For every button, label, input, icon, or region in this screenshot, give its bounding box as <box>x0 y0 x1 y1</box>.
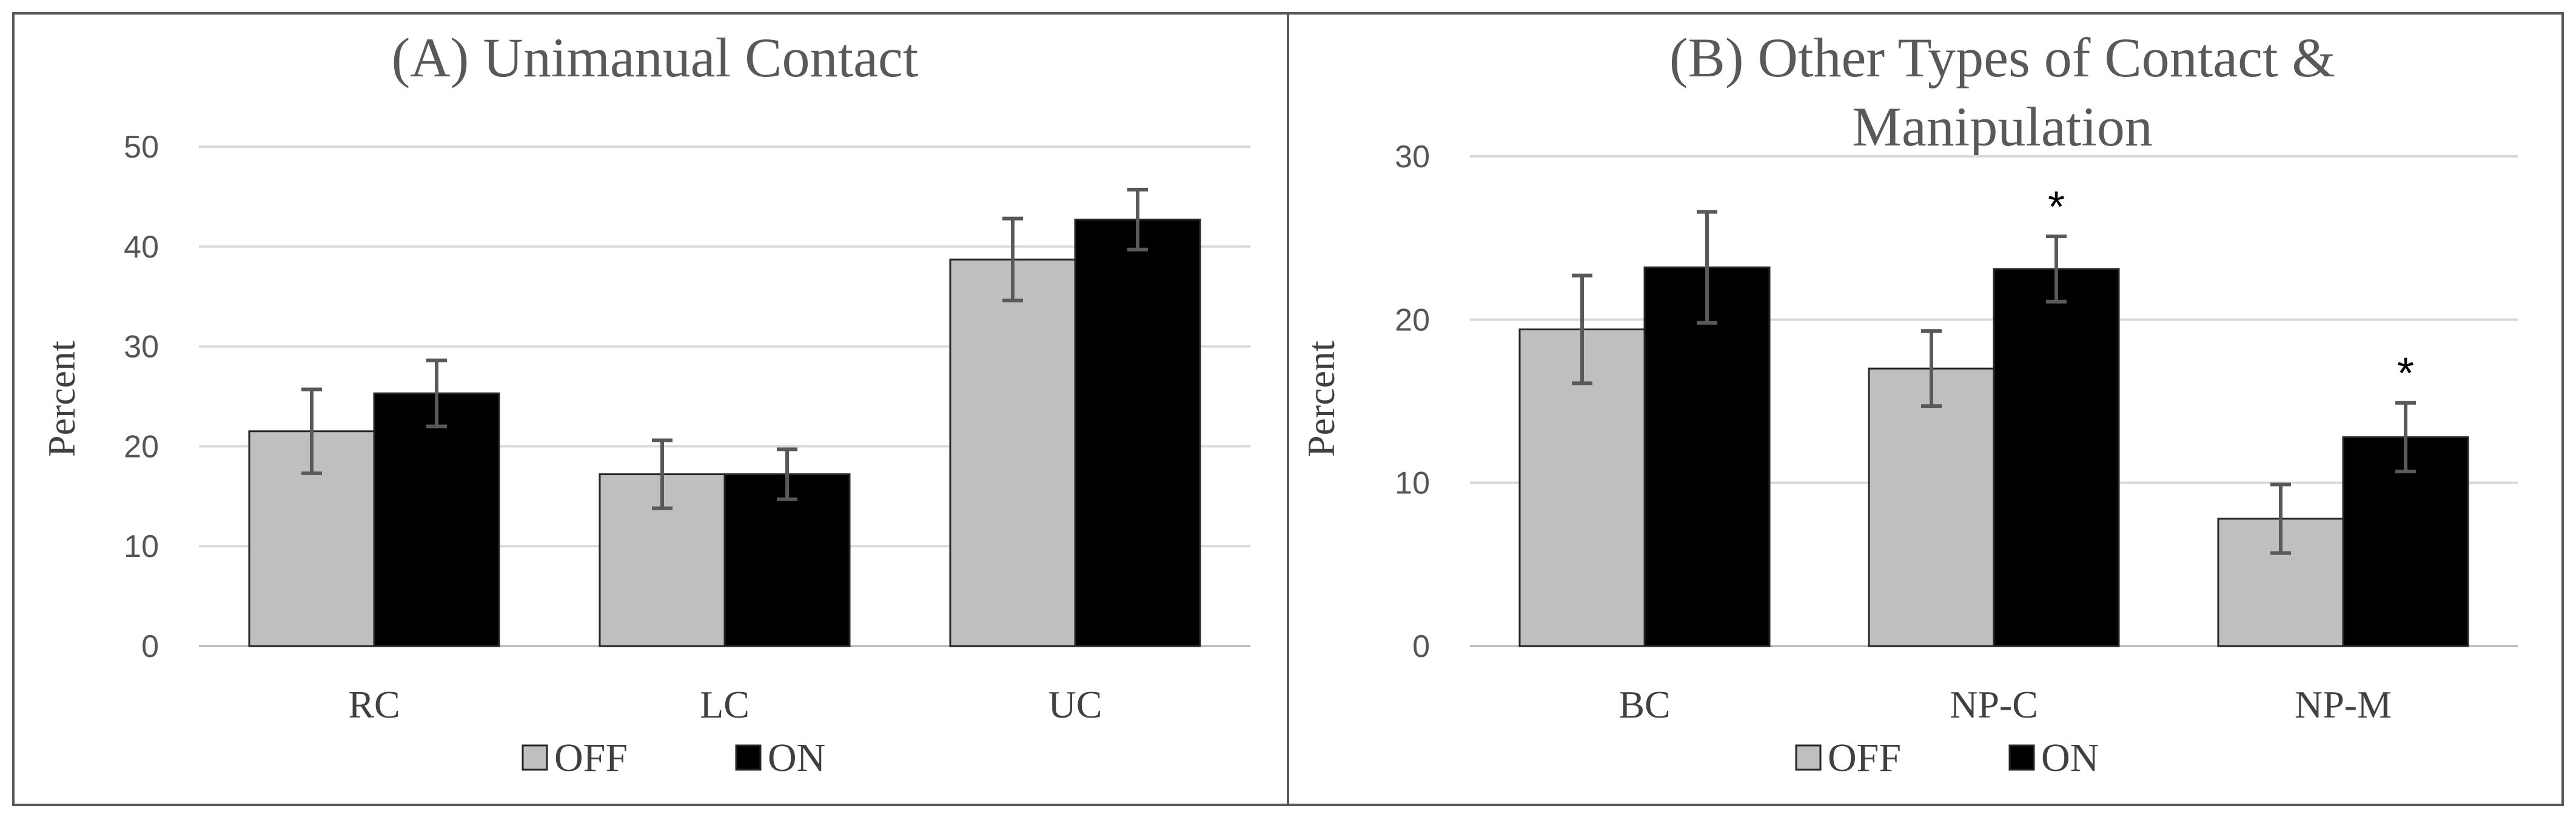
bar-lc-on <box>723 473 851 647</box>
y-tick-label-0: 0 <box>141 629 159 664</box>
panel-b-y-ticks: 0 10 20 30 <box>1395 139 1430 664</box>
y-tick-label-20: 20 <box>124 429 159 464</box>
panel-b: (B) Other Types of Contact & Manipulatio… <box>1287 12 2564 806</box>
legend-label-on: ON <box>768 736 825 780</box>
x-tick-label-rc: RC <box>348 683 400 726</box>
legend-label-off: OFF <box>554 736 628 780</box>
legend-label-off: OFF <box>1828 736 1901 780</box>
x-tick-label-np-c: NP-C <box>1950 683 2038 726</box>
bar-uc-off <box>949 258 1076 647</box>
panel-a: (A) Unimanual Contact Percent 0 10 20 30 40 5… <box>12 12 1289 806</box>
significance-marker-np-m: * <box>2397 350 2414 398</box>
panel-b-y-axis-label: Percent <box>1300 341 1343 457</box>
y-tick-label-40: 40 <box>124 230 159 265</box>
y-tick-label-0: 0 <box>1412 629 1430 664</box>
panel-b-border <box>1287 12 2564 806</box>
y-tick-label-30: 30 <box>1395 139 1430 175</box>
panel-a-legend: OFF ON <box>522 736 825 780</box>
bar-rc-on <box>373 392 500 647</box>
x-tick-label-lc: LC <box>700 683 750 726</box>
panel-b-significance: ** <box>2048 183 2414 398</box>
significance-marker-np-c: * <box>2048 183 2065 232</box>
panel-b-x-ticks: BC NP-C NP-M <box>1618 683 2392 726</box>
legend-swatch-off <box>522 744 548 771</box>
y-tick-label-20: 20 <box>1395 302 1430 338</box>
panel-a-bars <box>248 218 1201 647</box>
x-tick-label-uc: UC <box>1048 683 1102 726</box>
panel-a-y-ticks: 0 10 20 30 40 50 <box>124 130 159 664</box>
y-tick-label-10: 10 <box>124 529 159 564</box>
y-tick-label-50: 50 <box>124 130 159 165</box>
panel-b-error-bars <box>1572 210 2416 555</box>
x-tick-label-bc: BC <box>1618 683 1670 726</box>
legend-swatch-off <box>1795 744 1822 771</box>
legend-swatch-on <box>2008 744 2035 771</box>
panel-a-error-bars <box>301 187 1148 510</box>
legend-label-on: ON <box>2041 736 2099 780</box>
y-tick-label-10: 10 <box>1395 466 1430 501</box>
legend-swatch-on <box>735 744 762 771</box>
panel-b-legend: OFF ON <box>1795 736 2099 780</box>
panel-a-x-ticks: RC LC UC <box>348 683 1102 726</box>
y-tick-label-30: 30 <box>124 330 159 365</box>
bar-uc-on <box>1074 218 1201 647</box>
x-tick-label-np-m: NP-M <box>2295 683 2392 726</box>
panel-a-y-axis-label: Percent <box>40 341 83 457</box>
panel-a-title: (A) Unimanual Contact <box>392 27 919 88</box>
panel-b-title-line-1: (B) Other Types of Contact & <box>1669 27 2335 88</box>
bar-np-c-off <box>1868 367 1995 647</box>
bar-bc-on <box>1643 266 1771 647</box>
panel-b-title-line-2: Manipulation <box>1852 96 2153 158</box>
panel-b-bars <box>1518 266 2469 647</box>
bar-np-c-on <box>1993 268 2120 647</box>
